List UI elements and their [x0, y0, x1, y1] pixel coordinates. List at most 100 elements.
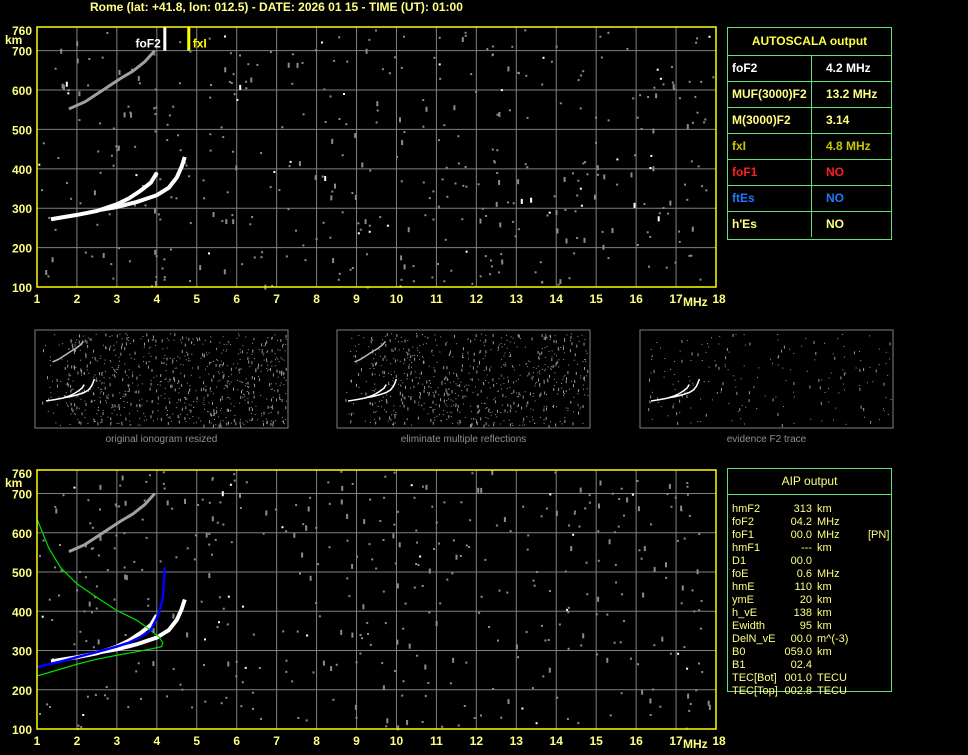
- noise-dot: [101, 56, 104, 59]
- aip-output-table: AIP output: [727, 468, 892, 692]
- noise-dot: [247, 381, 249, 385]
- noise-dot: [735, 386, 737, 388]
- noise-dot: [541, 351, 543, 355]
- noise-dot: [112, 393, 114, 397]
- noise-dot: [394, 338, 396, 340]
- noise-dot: [681, 394, 683, 398]
- noise-dot: [544, 391, 546, 395]
- noise-dot: [94, 356, 96, 360]
- noise-dot: [878, 348, 880, 350]
- noise-dot: [83, 335, 85, 337]
- noise-dot: [212, 402, 213, 405]
- noise-dot: [117, 367, 119, 368]
- noise-dot: [499, 423, 501, 425]
- noise-dot: [210, 391, 212, 392]
- noise-dot: [249, 223, 252, 226]
- noise-dot: [553, 404, 554, 408]
- noise-dot: [690, 360, 692, 361]
- noise-dot: [211, 378, 213, 382]
- noise-dot: [453, 372, 455, 374]
- noise-dot: [580, 204, 583, 207]
- x-tick-label: 18: [712, 734, 726, 748]
- noise-dot: [233, 387, 234, 391]
- noise-dot: [380, 343, 382, 345]
- noise-dot: [120, 414, 122, 416]
- noise-dot: [359, 228, 362, 231]
- noise-dot: [194, 534, 197, 537]
- autoscala-row: M(3000)F2 3.14: [728, 108, 891, 134]
- noise-dot: [266, 368, 268, 369]
- noise-dot: [670, 369, 672, 370]
- noise-dot: [219, 342, 221, 344]
- noise-dot: [100, 422, 102, 424]
- noise-dot: [84, 409, 86, 411]
- noise-dot: [270, 361, 272, 363]
- noise-dot: [515, 644, 518, 650]
- noise-dot: [700, 398, 702, 400]
- noise-dot: [223, 269, 226, 275]
- noise-dot: [558, 387, 560, 391]
- noise-dot: [282, 630, 285, 633]
- noise-dot: [724, 364, 726, 366]
- noise-dot: [74, 345, 76, 347]
- noise-dot: [465, 417, 467, 418]
- noise-dot: [302, 113, 305, 116]
- noise-dot: [477, 366, 479, 368]
- noise-dot: [205, 368, 206, 370]
- noise-dot: [163, 362, 165, 364]
- noise-dot: [705, 189, 708, 192]
- noise-dot: [596, 653, 598, 656]
- noise-dot: [186, 398, 188, 400]
- noise-dot: [186, 382, 188, 384]
- noise-dot: [358, 387, 360, 388]
- noise-dot: [167, 410, 168, 411]
- noise-dot: [111, 366, 113, 368]
- noise-dot: [71, 339, 73, 341]
- noise-dot: [403, 404, 405, 408]
- noise-dot: [199, 338, 200, 340]
- noise-dot: [458, 423, 460, 425]
- noise-dot: [529, 361, 531, 363]
- noise-dot: [539, 261, 542, 264]
- noise-dot: [285, 530, 288, 533]
- noise-dot: [167, 416, 169, 418]
- noise-dot: [386, 394, 388, 396]
- noise-dot: [396, 639, 399, 645]
- noise-dot: [514, 235, 517, 238]
- noise-dot: [195, 390, 197, 392]
- x-tick-label: 4: [153, 734, 160, 748]
- noise-dot: [672, 84, 675, 89]
- noise-dot: [189, 50, 192, 53]
- noise-dot: [372, 339, 374, 341]
- noise-dot: [382, 590, 385, 593]
- noise-dot: [833, 419, 834, 421]
- noise-dot: [658, 212, 661, 215]
- noise-dot: [164, 393, 166, 395]
- noise-dot: [390, 374, 392, 376]
- noise-dot: [409, 359, 411, 361]
- noise-dot: [485, 367, 487, 371]
- noise-dot: [554, 378, 556, 380]
- noise-dot: [419, 392, 421, 393]
- noise-dot: [215, 349, 217, 351]
- noise-dot: [421, 485, 424, 488]
- noise-dot: [91, 401, 93, 402]
- noise-dot: [351, 267, 354, 269]
- noise-dot: [574, 510, 577, 513]
- noise-dot: [105, 686, 108, 688]
- noise-dot: [689, 380, 691, 382]
- noise-dot: [728, 403, 730, 405]
- noise-dot: [281, 526, 284, 529]
- aip-label: Ewidth: [732, 620, 766, 632]
- noise-dot: [690, 254, 693, 257]
- noise-dot: [307, 506, 310, 512]
- noise-dot: [601, 230, 604, 233]
- noise-dot: [477, 404, 479, 408]
- noise-dot: [180, 339, 182, 341]
- noise-dot: [150, 379, 152, 381]
- noise-dot: [460, 381, 462, 383]
- noise-dot: [480, 389, 482, 393]
- noise-dot: [137, 662, 140, 665]
- noise-dot: [124, 347, 126, 351]
- noise-dot: [354, 704, 357, 710]
